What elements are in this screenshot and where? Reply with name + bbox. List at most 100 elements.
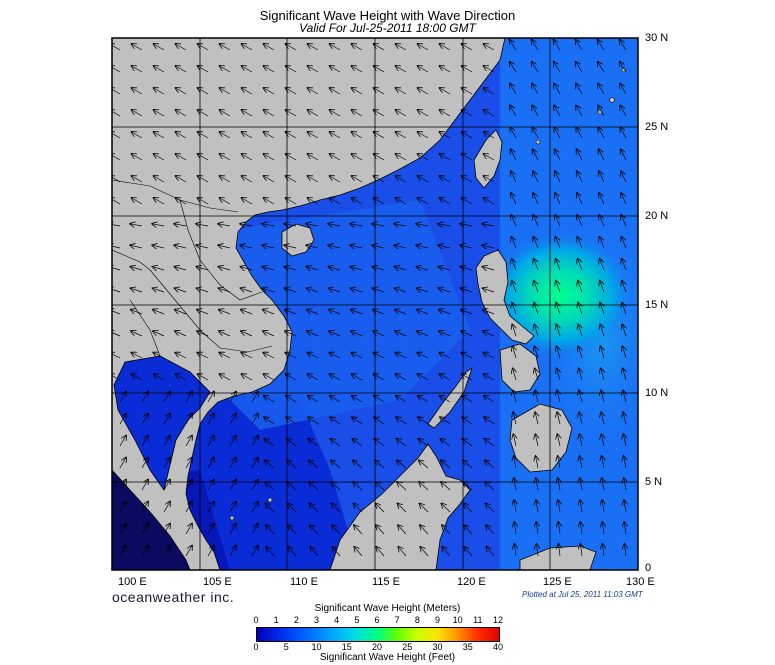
- wave-arrow: [185, 546, 192, 557]
- wave-arrow: [351, 353, 363, 359]
- wave-arrow: [263, 353, 275, 359]
- wave-arrow: [598, 40, 605, 51]
- wave-arrow: [486, 547, 495, 557]
- wave-arrow: [578, 303, 582, 315]
- wave-arrow: [554, 84, 561, 95]
- wave-arrow: [579, 412, 582, 425]
- wave-arrow: [417, 288, 429, 292]
- wave-arrow: [483, 310, 495, 315]
- wave-arrow: [197, 310, 209, 315]
- wave-arrow: [374, 439, 385, 447]
- wave-arrow: [484, 417, 495, 425]
- wave-arrow: [579, 347, 583, 359]
- wave-arrow: [154, 176, 165, 183]
- wave-arrow: [460, 245, 473, 248]
- gulf-of-thailand: [113, 355, 211, 491]
- wave-arrow: [332, 525, 341, 535]
- wave-arrow: [119, 392, 126, 403]
- wave-arrow: [418, 396, 429, 403]
- wave-arrow: [534, 281, 538, 293]
- wave-arrow: [132, 44, 143, 51]
- wave-arrow: [418, 176, 429, 183]
- meter-tick-label: 3: [313, 615, 319, 625]
- wave-arrow: [620, 106, 627, 117]
- wave-arrow: [263, 288, 275, 292]
- wave-arrow: [556, 303, 560, 315]
- wave-arrow: [554, 62, 561, 73]
- wave-arrow: [330, 88, 341, 95]
- wave-arrow: [533, 215, 539, 227]
- wave-arrow: [175, 288, 187, 292]
- wave-arrow: [620, 84, 627, 95]
- wave-arrow: [397, 460, 407, 469]
- map-subtitle: Valid For Jul-25-2011 18:00 GMT: [299, 21, 476, 35]
- wave-arrow: [483, 288, 495, 292]
- wave-arrow: [329, 353, 341, 359]
- wave-arrow: [163, 502, 170, 513]
- wave-arrow: [622, 259, 627, 271]
- wave-arrow: [555, 237, 561, 249]
- wave-arrow: [241, 310, 253, 315]
- wave-arrow: [375, 460, 385, 469]
- wave-arrow: [396, 88, 407, 95]
- wave-arrow: [330, 176, 341, 183]
- wave-arrow: [577, 237, 583, 249]
- wave-arrow: [461, 331, 473, 337]
- lon-label: 120 E: [457, 576, 486, 588]
- wave-arrow: [417, 353, 429, 359]
- wave-arrow: [163, 458, 170, 469]
- wave-arrow: [307, 310, 319, 315]
- wave-arrow: [510, 40, 517, 51]
- wave-arrow: [620, 62, 627, 73]
- wave-arrow: [576, 40, 583, 51]
- wave-arrow: [463, 460, 473, 469]
- wave-arrow: [441, 482, 451, 491]
- wave-arrow: [220, 132, 231, 139]
- wave-arrow: [198, 374, 209, 381]
- wave-arrow: [308, 66, 319, 73]
- wave-arrow: [374, 110, 385, 117]
- wave-arrow: [374, 88, 385, 95]
- wave-arrow: [141, 392, 148, 403]
- wave-arrow: [119, 524, 126, 535]
- wave-arrow: [375, 482, 385, 491]
- lon-label: 115 E: [372, 576, 400, 588]
- wave-arrow: [622, 325, 626, 337]
- wave-arrow: [198, 176, 209, 183]
- wave-arrow: [372, 245, 385, 248]
- wave-arrow: [310, 525, 319, 535]
- wave-arrow: [352, 374, 363, 381]
- wave-arrow: [112, 44, 121, 51]
- wave-arrow: [512, 281, 516, 293]
- lon-label: 100 E: [118, 576, 147, 588]
- map-title: Significant Wave Height with Wave Direct…: [259, 8, 516, 23]
- wave-arrow: [482, 245, 495, 248]
- wave-arrow: [535, 412, 538, 425]
- wave-arrow: [153, 267, 165, 270]
- wave-arrow: [625, 544, 627, 557]
- wave-arrow: [198, 132, 209, 139]
- wave-arrow: [240, 245, 253, 248]
- wave-arrow: [286, 396, 297, 403]
- wave-arrow: [262, 245, 275, 248]
- wave-arrow: [418, 374, 429, 381]
- wave-arrow: [484, 132, 495, 139]
- wave-arrow: [141, 436, 148, 447]
- wave-arrow: [207, 392, 214, 403]
- wave-arrow: [623, 369, 626, 381]
- wave-arrow: [119, 546, 126, 557]
- wave-arrow: [486, 525, 495, 535]
- wave-arrow: [119, 480, 126, 491]
- wave-arrow: [207, 524, 214, 535]
- wave-arrow: [462, 44, 473, 51]
- wave-arrow: [374, 66, 385, 73]
- wave-arrow: [396, 132, 407, 139]
- meter-tick-label: 9: [434, 615, 440, 625]
- wave-arrow: [286, 374, 297, 381]
- wave-arrow: [513, 390, 516, 403]
- wave-arrow: [418, 110, 429, 117]
- wave-arrow: [462, 110, 473, 117]
- wave-arrow: [622, 281, 626, 293]
- wave-arrow: [176, 44, 187, 51]
- wave-arrow: [462, 88, 473, 95]
